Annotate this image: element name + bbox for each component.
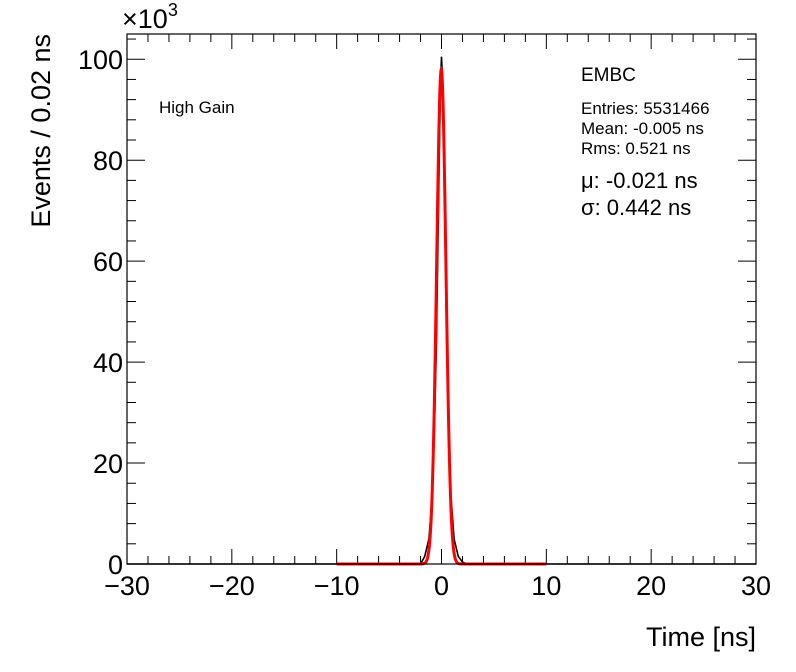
plot-frame: [126, 33, 757, 565]
y-tick-label: 80: [93, 146, 123, 176]
axis-ticks: [126, 34, 757, 565]
y-tick-label: 40: [93, 348, 123, 378]
x-tick-label: 20: [636, 571, 666, 601]
stats-fit-mu: μ: -0.021 ns: [581, 168, 698, 193]
stats-rms: Rms: 0.521 ns: [581, 139, 691, 158]
x-tick-label: −10: [314, 571, 360, 601]
stats-fit-sigma: σ: 0.442 ns: [581, 195, 691, 220]
stats-box: EMBC Entries: 5531466 Mean: -0.005 ns Rm…: [581, 65, 710, 220]
annotation-high-gain: High Gain: [159, 98, 235, 117]
y-tick-label: 100: [78, 45, 123, 75]
y-axis-title: Events / 0.02 ns: [26, 34, 56, 228]
y-tick-label: 20: [93, 449, 123, 479]
x-axis-title: Time [ns]: [646, 622, 756, 652]
y-multiplier: ×103: [122, 0, 178, 34]
x-tick-label: 0: [434, 571, 449, 601]
x-tick-label: −30: [104, 571, 150, 601]
stats-entries: Entries: 5531466: [581, 99, 710, 118]
stats-mean: Mean: -0.005 ns: [581, 119, 704, 138]
y-tick-label: 0: [108, 550, 123, 580]
y-tick-label: 60: [93, 247, 123, 277]
stats-title: EMBC: [581, 65, 636, 86]
x-tick-label: −20: [209, 571, 255, 601]
axis-tick-labels: −30 −20 −10 0 10 20 30 0 20 40 60 80 100: [78, 45, 771, 601]
x-tick-label: 10: [531, 571, 561, 601]
x-tick-label: 30: [741, 571, 771, 601]
